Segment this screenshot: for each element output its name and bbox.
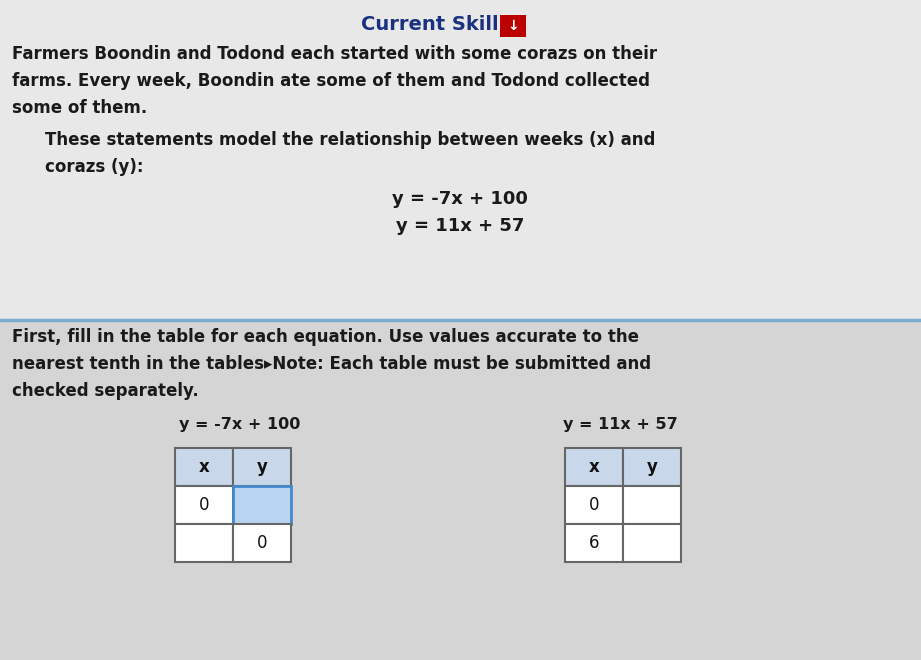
Bar <box>175 486 233 524</box>
Bar <box>233 486 291 524</box>
Text: 6: 6 <box>589 534 600 552</box>
Text: y = -7x + 100: y = -7x + 100 <box>180 417 300 432</box>
Text: y = 11x + 57: y = 11x + 57 <box>563 417 677 432</box>
Bar <box>565 486 623 524</box>
Bar <box>623 524 681 562</box>
Text: some of them.: some of them. <box>12 99 147 117</box>
Bar <box>623 486 681 524</box>
Text: Farmers Boondin and Todond each started with some corazs on their: Farmers Boondin and Todond each started … <box>12 45 657 63</box>
Bar <box>0 0 921 320</box>
Bar <box>175 524 233 562</box>
Text: x: x <box>199 458 209 476</box>
Bar <box>233 524 291 562</box>
Text: corazs (y):: corazs (y): <box>45 158 144 176</box>
Text: y: y <box>647 458 658 476</box>
Text: 0: 0 <box>199 496 209 514</box>
Text: y = 11x + 57: y = 11x + 57 <box>396 217 524 235</box>
Text: y = -7x + 100: y = -7x + 100 <box>392 190 528 208</box>
Text: checked separately.: checked separately. <box>12 382 199 400</box>
Text: First, fill in the table for each equation. Use values accurate to the: First, fill in the table for each equati… <box>12 328 639 346</box>
Bar <box>0 320 921 660</box>
Text: 0: 0 <box>589 496 600 514</box>
Bar <box>175 448 233 486</box>
Bar <box>233 448 291 486</box>
Text: y: y <box>257 458 267 476</box>
Bar <box>565 524 623 562</box>
Text: Current Skill: Current Skill <box>361 15 499 34</box>
Text: 0: 0 <box>257 534 267 552</box>
Bar <box>500 15 526 37</box>
Text: nearest tenth in the tables▸Note: Each table must be submitted and: nearest tenth in the tables▸Note: Each t… <box>12 355 651 373</box>
Text: These statements model the relationship between weeks (x) and: These statements model the relationship … <box>45 131 656 149</box>
Text: ↓: ↓ <box>507 19 519 33</box>
Bar <box>565 448 623 486</box>
Text: x: x <box>589 458 600 476</box>
Bar <box>623 448 681 486</box>
Text: farms. Every week, Boondin ate some of them and Todond collected: farms. Every week, Boondin ate some of t… <box>12 72 650 90</box>
